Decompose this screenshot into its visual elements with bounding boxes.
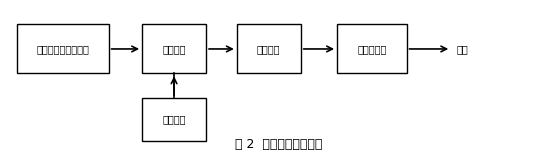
Bar bbox=[17, 24, 109, 73]
Text: 放大电路: 放大电路 bbox=[257, 44, 281, 54]
Bar bbox=[142, 98, 206, 141]
Text: 图 2  检测电路原理框图: 图 2 检测电路原理框图 bbox=[235, 138, 322, 151]
Bar bbox=[142, 24, 206, 73]
Bar bbox=[237, 24, 301, 73]
Text: 单片机系统: 单片机系统 bbox=[357, 44, 387, 54]
Text: 输出: 输出 bbox=[457, 44, 468, 54]
Text: 数字滤波: 数字滤波 bbox=[162, 44, 186, 54]
Text: 红外二氧化碳传感器: 红外二氧化碳传感器 bbox=[36, 44, 89, 54]
Text: 稳流电路: 稳流电路 bbox=[162, 114, 186, 124]
Bar bbox=[337, 24, 407, 73]
